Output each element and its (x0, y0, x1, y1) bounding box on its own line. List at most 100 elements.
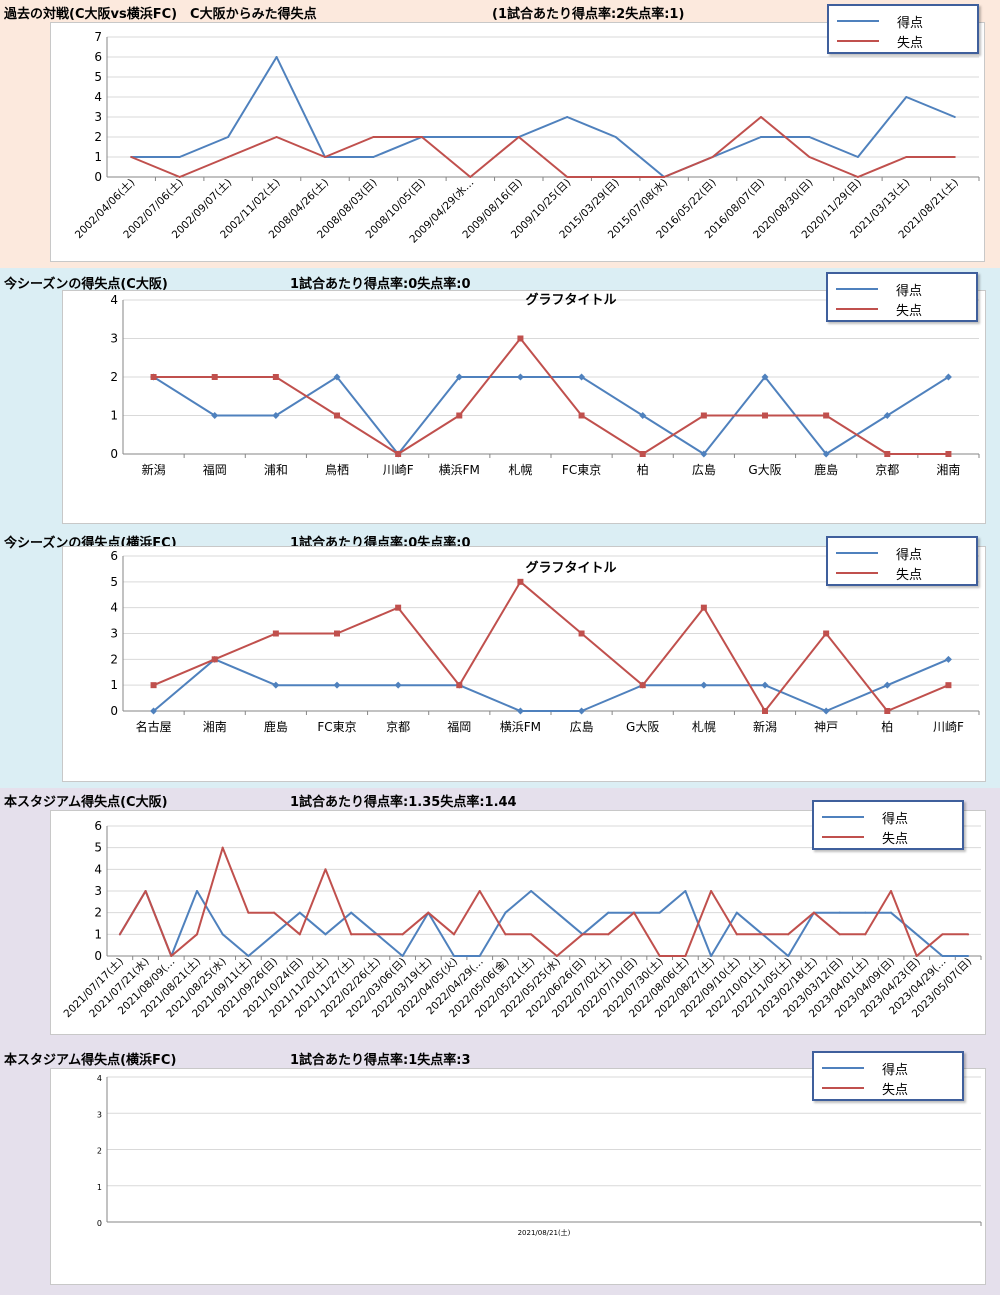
chart-panel: 0 1 2 3 4 2021/08/21(土) (50, 1068, 986, 1285)
data-point-conceded (761, 933, 764, 936)
y-tick-label: 7 (94, 30, 102, 44)
legend-item-scored: 得点 (822, 808, 958, 827)
data-point-scored (856, 156, 859, 158)
data-point-conceded (273, 911, 276, 914)
legend-label-conceded: 失点 (882, 1083, 909, 1098)
y-tick-label: 1 (97, 1183, 102, 1192)
data-point-conceded (150, 374, 157, 380)
data-point-conceded (130, 156, 133, 158)
data-point-scored (333, 681, 341, 689)
y-tick-label: 1 (94, 927, 102, 941)
x-tick-label: 札幌 (508, 462, 532, 477)
data-point-conceded (272, 374, 279, 380)
data-point-conceded (195, 933, 198, 936)
x-tick-label: 鹿島 (264, 719, 288, 734)
chart-panel: 0 1 2 3 4 5 6 名古屋 湘南 鹿島 FC東京 京都 福岡 横浜FM 広島 G大阪 札幌 新潟 神戸 柏 川崎… (62, 546, 986, 782)
data-point-conceded (144, 890, 147, 892)
legend-label-conceded: 失点 (882, 832, 909, 847)
data-point-conceded (762, 412, 768, 419)
chart-title: グラフタイトル (525, 560, 616, 576)
chart-legend: 得点 失点 (812, 800, 964, 850)
x-tick-label: 鹿島 (814, 462, 838, 477)
y-tick-label: 5 (94, 841, 102, 855)
data-point-conceded (118, 933, 121, 936)
series-line-conceded (130, 116, 955, 178)
data-point-conceded (395, 451, 402, 457)
data-point-conceded (324, 868, 327, 871)
data-point-conceded (607, 933, 610, 936)
series-line-scored (131, 56, 956, 178)
y-tick-label: 1 (110, 409, 118, 423)
data-point-conceded (372, 136, 375, 138)
band-stadium-yokohama: 本スタジアム得失点(横浜FC) 1試合あたり得点率:1失点率:3 0 1 2 3 4 20… (0, 1043, 1000, 1295)
band-season-cosaka: 今シーズンの得失点(C大阪) 1試合あたり得点率:0失点率:0 0 1 2 3 4 新潟 福… (0, 268, 1000, 532)
data-point-conceded (941, 933, 944, 936)
x-tick-label: 横浜FM (500, 720, 541, 734)
data-point-scored (941, 955, 944, 957)
data-point-scored (516, 373, 524, 381)
data-point-scored (890, 911, 893, 914)
data-point-conceded (456, 412, 463, 419)
y-tick-label: 2 (94, 906, 102, 920)
series-line-scored (152, 658, 949, 712)
legend-label-scored: 得点 (897, 16, 924, 31)
series-line-conceded (119, 846, 969, 957)
legend-label-scored: 得点 (896, 284, 923, 299)
data-point-scored (822, 707, 830, 715)
data-point-scored (761, 373, 769, 381)
data-point-conceded (658, 955, 661, 957)
legend-label-scored: 得点 (896, 548, 923, 563)
data-point-conceded (884, 451, 891, 457)
legend-item-conceded: 失点 (836, 300, 972, 319)
y-tick-label: 2 (94, 130, 102, 144)
x-tick-label: 鳥栖 (325, 462, 349, 477)
chart-season-yokohama: 0 1 2 3 4 5 6 名古屋 湘南 鹿島 FC東京 京都 福岡 横浜FM 広島 G大阪 札幌 新潟 神戸 柏 川崎… (110, 549, 980, 734)
data-point-scored (272, 681, 280, 689)
x-tick-label: 福岡 (203, 462, 227, 477)
chart-legend: 得点 失点 (812, 1051, 964, 1101)
x-tick-label: 2021/08/21(土) (518, 1228, 571, 1237)
data-point-conceded (823, 412, 830, 419)
legend-label-conceded: 失点 (896, 568, 923, 583)
data-point-scored (761, 681, 769, 689)
x-tick-label: FC東京 (562, 463, 601, 477)
y-tick-label: 2 (110, 652, 118, 666)
chart-legend: 得点 失点 (826, 536, 978, 586)
data-point-scored (178, 156, 181, 158)
data-point-scored (684, 890, 687, 892)
data-point-conceded (401, 933, 404, 936)
x-tick-label: 横浜FM (439, 463, 480, 477)
data-point-conceded (632, 911, 635, 914)
data-point-scored (822, 450, 830, 458)
data-point-conceded (578, 630, 585, 637)
data-point-scored (275, 56, 278, 58)
data-point-conceded (823, 630, 830, 637)
data-point-scored (710, 955, 713, 957)
x-tick-label: 神戸 (814, 720, 838, 734)
y-tick-label: 3 (110, 627, 118, 641)
legend-item-conceded: 失点 (836, 564, 972, 583)
data-point-conceded (478, 890, 481, 892)
data-point-conceded (375, 933, 378, 936)
y-tick-label: 2 (97, 1147, 102, 1156)
legend-line-scored (836, 288, 878, 290)
chart-stadium-yokohama: 0 1 2 3 4 2021/08/21(土) (97, 1074, 982, 1237)
chart-legend: 得点 失点 (827, 4, 979, 54)
legend-line-conceded (836, 572, 878, 574)
data-point-conceded (639, 451, 646, 457)
data-point-conceded (178, 176, 181, 178)
data-point-scored (478, 955, 481, 957)
data-point-conceded (324, 156, 326, 158)
data-point-scored (455, 373, 463, 381)
y-tick-label: 2 (110, 370, 118, 384)
x-tick-label: 名古屋 (136, 719, 172, 734)
legend-item-scored: 得点 (837, 12, 973, 31)
data-point-scored (530, 890, 533, 892)
x-tick-label: 柏 (881, 719, 893, 734)
data-point-conceded (350, 933, 353, 936)
data-point-scored (915, 933, 918, 936)
legend-line-scored (837, 20, 879, 22)
data-point-scored (760, 136, 762, 138)
data-point-scored (372, 156, 375, 158)
